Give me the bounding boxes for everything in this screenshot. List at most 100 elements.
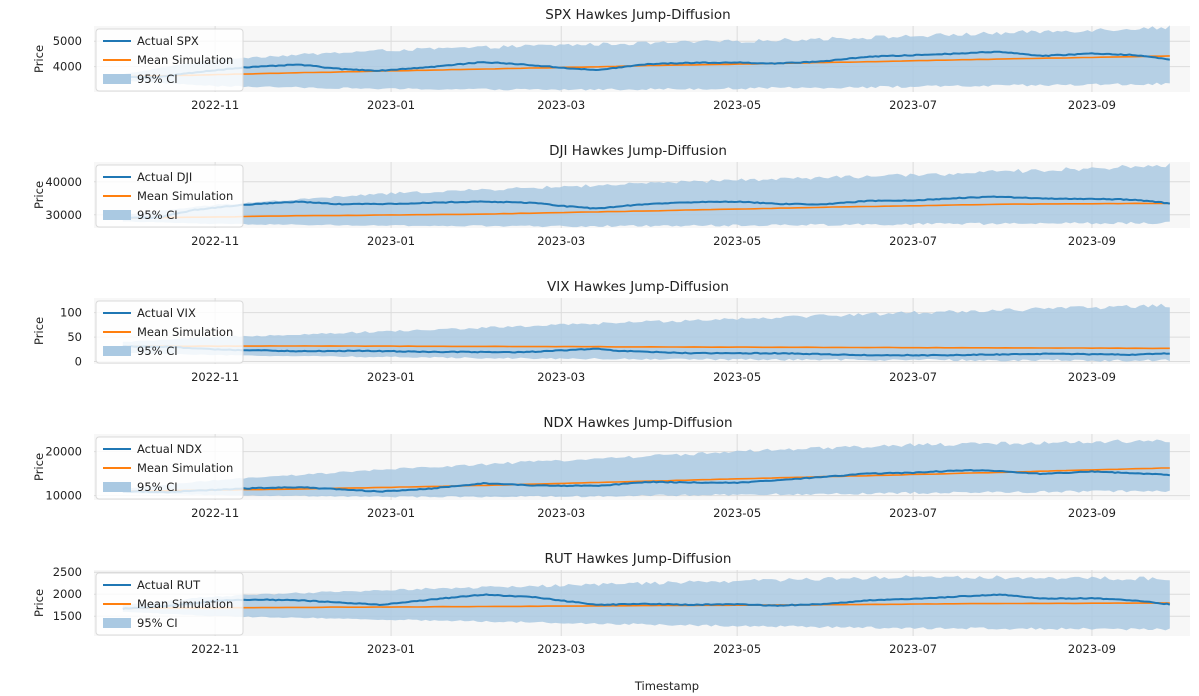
legend-label: 95% CI xyxy=(137,344,178,358)
x-tick-label: 2023-03 xyxy=(537,98,585,112)
legend-label: Actual VIX xyxy=(137,306,196,320)
x-tick-label: 2023-01 xyxy=(367,370,415,384)
y-tick-label: 10000 xyxy=(45,489,82,503)
actual-line xyxy=(122,468,1170,494)
y-tick-label: 1500 xyxy=(53,609,82,623)
ci-band xyxy=(122,439,1170,498)
y-tick-label: 50 xyxy=(67,330,82,344)
actual-line xyxy=(122,593,1171,610)
legend: Actual NDX Mean Simulation 95% CI xyxy=(95,436,244,500)
actual-line xyxy=(122,50,1170,79)
legend-box xyxy=(95,28,244,92)
chart-title: DJI Hawkes Jump-Diffusion xyxy=(549,143,727,159)
legend-ci-swatch xyxy=(103,618,131,628)
x-tick-label: 2023-01 xyxy=(367,234,415,248)
x-tick-label: 2023-09 xyxy=(1068,642,1116,656)
y-tick-label: 2000 xyxy=(53,587,82,601)
mean-simulation-line xyxy=(122,55,1170,78)
x-tick-label: 2023-01 xyxy=(367,642,415,656)
x-tick-label: 2022-11 xyxy=(191,98,239,112)
legend-box xyxy=(95,436,244,500)
x-tick-label: 2023-05 xyxy=(713,506,761,520)
ci-band xyxy=(122,163,1170,228)
chart-title: RUT Hawkes Jump-Diffusion xyxy=(545,551,732,567)
y-tick-label: 100 xyxy=(60,306,82,320)
legend-box xyxy=(95,300,244,364)
x-tick-label: 2023-01 xyxy=(367,98,415,112)
panel-3: 2022-11 2023-01 2023-03 2023-05 2023-07 2023-… xyxy=(32,415,1190,520)
chart-title: VIX Hawkes Jump-Diffusion xyxy=(547,279,729,295)
legend-label: 95% CI xyxy=(137,480,178,494)
x-tick-label: 2023-07 xyxy=(889,370,937,384)
legend: Actual VIX Mean Simulation 95% CI xyxy=(95,300,244,364)
y-tick-label: 30000 xyxy=(45,208,82,222)
actual-line xyxy=(122,345,1170,357)
x-tick-label: 2022-11 xyxy=(191,506,239,520)
x-tick-label: 2023-05 xyxy=(713,234,761,248)
legend-label: Mean Simulation xyxy=(137,325,233,339)
x-tick-label: 2023-05 xyxy=(713,370,761,384)
x-tick-label: 2022-11 xyxy=(191,234,239,248)
panel-0: 2022-11 2023-01 2023-03 2023-05 2023-07 2023-… xyxy=(32,7,1190,112)
legend-ci-swatch xyxy=(103,346,131,356)
legend-label: Actual RUT xyxy=(137,578,201,592)
y-tick-label: 40000 xyxy=(45,175,82,189)
x-tick-label: 2023-03 xyxy=(537,506,585,520)
mean-simulation-line xyxy=(122,602,1170,610)
x-tick-label: 2023-03 xyxy=(537,234,585,248)
panel-1: 2022-11 2023-01 2023-03 2023-05 2023-07 2023-… xyxy=(32,143,1190,248)
x-tick-label: 2023-07 xyxy=(889,642,937,656)
mean-simulation-line xyxy=(122,202,1170,219)
legend: Actual RUT Mean Simulation 95% CI xyxy=(95,572,244,636)
legend-box xyxy=(95,164,244,228)
legend-label: 95% CI xyxy=(137,616,178,630)
x-tick-label: 2023-09 xyxy=(1068,234,1116,248)
legend-label: Actual NDX xyxy=(137,442,202,456)
legend: Actual DJI Mean Simulation 95% CI xyxy=(95,164,244,228)
x-tick-label: 2023-09 xyxy=(1068,506,1116,520)
y-axis-label: Price xyxy=(32,589,46,617)
y-axis-label: Price xyxy=(32,45,46,73)
y-tick-label: 5000 xyxy=(53,34,82,48)
legend-ci-swatch xyxy=(103,210,131,220)
legend: Actual SPX Mean Simulation 95% CI xyxy=(95,28,244,92)
x-tick-label: 2023-07 xyxy=(889,234,937,248)
legend-label: 95% CI xyxy=(137,72,178,86)
legend-label: Mean Simulation xyxy=(137,53,233,67)
y-axis-label: Price xyxy=(32,181,46,209)
y-tick-label: 4000 xyxy=(53,60,82,74)
x-axis-label: Timestamp xyxy=(634,679,699,693)
x-tick-label: 2023-09 xyxy=(1068,370,1116,384)
x-tick-label: 2023-09 xyxy=(1068,98,1116,112)
x-tick-label: 2022-11 xyxy=(191,642,239,656)
x-tick-label: 2023-01 xyxy=(367,506,415,520)
legend-label: Actual SPX xyxy=(137,34,199,48)
x-tick-label: 2022-11 xyxy=(191,370,239,384)
x-tick-label: 2023-07 xyxy=(889,506,937,520)
ci-band xyxy=(122,25,1170,91)
legend-box xyxy=(95,572,244,636)
ci-band xyxy=(122,575,1170,631)
y-axis-label: Price xyxy=(32,317,46,345)
legend-label: Actual DJI xyxy=(137,170,192,184)
y-tick-label: 2500 xyxy=(53,565,82,579)
y-axis-label: Price xyxy=(32,453,46,481)
panel-2: 2022-11 2023-01 2023-03 2023-05 2023-07 2023-… xyxy=(32,279,1190,384)
actual-line xyxy=(122,195,1171,220)
x-tick-label: 2023-05 xyxy=(713,642,761,656)
x-tick-label: 2023-05 xyxy=(713,98,761,112)
panel-4: 2022-11 2023-01 2023-03 2023-05 2023-07 2023-… xyxy=(32,551,1190,656)
y-tick-label: 0 xyxy=(75,355,82,369)
x-tick-label: 2023-07 xyxy=(889,98,937,112)
x-tick-label: 2023-03 xyxy=(537,642,585,656)
chart-title: NDX Hawkes Jump-Diffusion xyxy=(543,415,732,431)
x-tick-label: 2023-03 xyxy=(537,370,585,384)
legend-ci-swatch xyxy=(103,74,131,84)
mean-simulation-line xyxy=(122,345,1170,350)
legend-label: Mean Simulation xyxy=(137,189,233,203)
chart-title: SPX Hawkes Jump-Diffusion xyxy=(545,7,730,23)
legend-label: 95% CI xyxy=(137,208,178,222)
legend-label: Mean Simulation xyxy=(137,461,233,475)
legend-ci-swatch xyxy=(103,482,131,492)
